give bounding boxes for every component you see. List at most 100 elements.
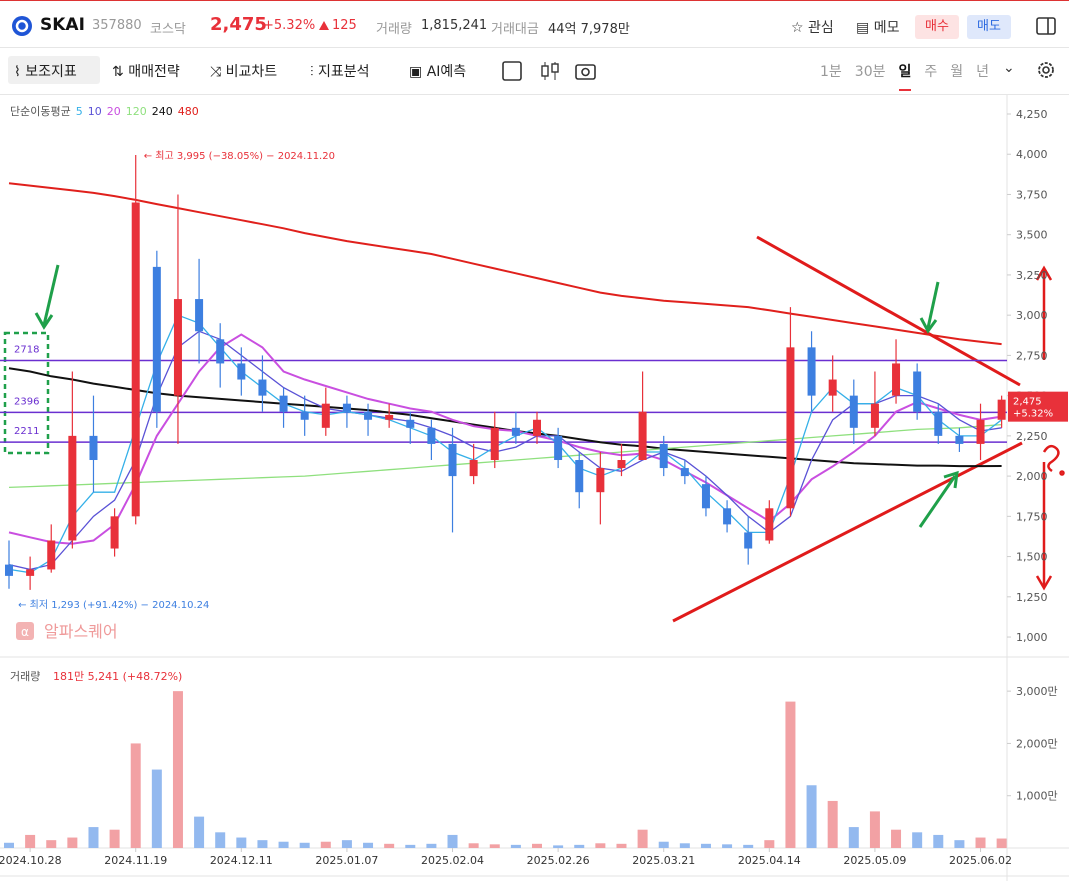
timeframe-dropdown[interactable]: ⌄ bbox=[1003, 60, 1015, 76]
candle-body bbox=[934, 411, 943, 436]
volume-bar bbox=[869, 811, 880, 848]
change-pct: +5.32% bbox=[263, 18, 316, 33]
buy-button[interactable]: 매수 bbox=[915, 15, 959, 39]
volume-bar bbox=[891, 829, 902, 848]
candle-body bbox=[68, 435, 77, 541]
memo-label[interactable]: 메모 bbox=[873, 20, 900, 36]
logo bbox=[12, 16, 32, 36]
volume-bar bbox=[405, 844, 416, 848]
candle-body bbox=[5, 564, 13, 576]
price-tag-change: +5.32% bbox=[1013, 409, 1053, 420]
strategy-button[interactable]: ⇅ 매매전략 bbox=[112, 64, 180, 80]
volume-bar bbox=[257, 840, 268, 848]
market: 코스닥 bbox=[150, 22, 186, 37]
volume-bar bbox=[933, 834, 944, 848]
indicator-button[interactable]: ⌇ 보조지표 bbox=[14, 64, 77, 80]
y-tick-label: 1,750 bbox=[1016, 510, 1048, 523]
timeframe[interactable]: 주 bbox=[924, 64, 938, 80]
y-tick-label: 3,000만 bbox=[1016, 685, 1058, 698]
candle-body bbox=[490, 427, 499, 461]
legend-entry: 240 bbox=[151, 105, 173, 118]
timeframe[interactable]: 월 bbox=[950, 64, 964, 80]
volume-bar bbox=[151, 769, 162, 848]
timeframe[interactable]: 1분 bbox=[820, 64, 842, 80]
high-label: ← 최고 3,995 (−38.05%) − 2024.11.20 bbox=[144, 150, 335, 162]
tool-icons[interactable] bbox=[502, 60, 602, 82]
ma-line bbox=[8, 333, 1002, 545]
volume-bar bbox=[46, 840, 57, 848]
green-arrows bbox=[34, 264, 959, 528]
stock-name: SKAI bbox=[40, 15, 85, 35]
level-label: 2718 bbox=[14, 345, 39, 356]
ma-line bbox=[8, 423, 1002, 489]
watch-button[interactable]: ☆ 관심 bbox=[791, 20, 834, 36]
candle-body bbox=[786, 347, 795, 509]
red-arrows bbox=[1035, 265, 1065, 591]
watermark: α 알파스퀘어 bbox=[16, 622, 118, 641]
legend-entry: 480 bbox=[177, 105, 199, 118]
volume-bar bbox=[341, 840, 352, 848]
toolbar-item[interactable]: 비교차트 bbox=[225, 64, 278, 80]
timeframe[interactable]: 30분 bbox=[854, 64, 886, 80]
y-tick-label: 2,250 bbox=[1016, 430, 1048, 443]
amount: 44억 7,978만 bbox=[548, 22, 630, 37]
settings[interactable] bbox=[1036, 60, 1056, 80]
x-tick-label: 2025.06.02 bbox=[949, 854, 1012, 867]
candle-body bbox=[870, 403, 879, 428]
candle-body bbox=[701, 484, 710, 509]
toolbar-item[interactable]: 지표분석 bbox=[317, 64, 370, 80]
level-label: 2211 bbox=[14, 426, 39, 437]
volume-bar bbox=[827, 800, 838, 848]
candle-body bbox=[828, 379, 837, 396]
ai-button[interactable]: ▣ AI예측 bbox=[409, 64, 467, 80]
x-tick-label: 2025.02.04 bbox=[421, 854, 484, 867]
ma-label: 단순이동평균 bbox=[10, 105, 71, 118]
volume-bar bbox=[700, 843, 711, 848]
x-tick-label: 2025.03.21 bbox=[632, 854, 695, 867]
volume-bar bbox=[912, 832, 923, 848]
timeframe[interactable]: 일 bbox=[898, 64, 912, 91]
indicator-button-bg[interactable] bbox=[8, 56, 100, 84]
candle-body bbox=[511, 427, 520, 436]
panel-toggle[interactable] bbox=[1036, 17, 1056, 35]
volume-bar bbox=[172, 691, 183, 848]
y-tick-label: 3,250 bbox=[1016, 269, 1048, 282]
candle-body bbox=[385, 414, 394, 420]
candle-body bbox=[448, 443, 457, 477]
volume-bar bbox=[130, 743, 141, 848]
volume-bar bbox=[447, 834, 458, 848]
memo-button[interactable]: ▤ 메모 bbox=[856, 20, 900, 36]
toolbar-item[interactable]: AI예측 bbox=[426, 64, 467, 80]
volume-bar bbox=[553, 845, 564, 848]
volume-bar bbox=[975, 837, 986, 848]
watch-label[interactable]: 관심 bbox=[808, 20, 834, 36]
compare-button[interactable]: ⤨ 비교차트 bbox=[210, 64, 278, 80]
candle-body bbox=[216, 339, 225, 364]
candle-body bbox=[406, 419, 415, 428]
timeframes: 1분 30분 일 주 월 년 bbox=[820, 61, 1002, 91]
volume: 1,815,241 bbox=[421, 18, 488, 33]
y-tick-label: 1,250 bbox=[1016, 591, 1048, 604]
volume-bar bbox=[637, 829, 648, 848]
volume-bar bbox=[320, 841, 331, 848]
analysis-button[interactable]: ⫶ 지표분석 bbox=[310, 64, 370, 80]
sell-button[interactable]: 매도 bbox=[967, 15, 1011, 39]
candle-body bbox=[680, 468, 689, 477]
candle-body bbox=[300, 411, 309, 420]
candle-body bbox=[110, 516, 119, 549]
volume-bar bbox=[215, 832, 226, 848]
candle-body bbox=[723, 508, 732, 525]
toolbar-item[interactable]: 매매전략 bbox=[128, 64, 180, 80]
timeframe[interactable]: 년 bbox=[976, 64, 990, 80]
header: SKAI 357880 코스닥 2,475 +5.32% 125 거래량 1,8… bbox=[0, 0, 1069, 48]
volume-bar bbox=[468, 843, 479, 848]
candle-body bbox=[575, 460, 584, 493]
volume-bar bbox=[574, 844, 585, 848]
y-tick-label: 1,500 bbox=[1016, 551, 1048, 564]
y-tick-label: 2,000 bbox=[1016, 470, 1048, 483]
toolbar-item[interactable]: 보조지표 bbox=[25, 64, 77, 80]
volume-bar bbox=[384, 843, 395, 848]
volume-label: 거래량 bbox=[376, 22, 412, 37]
price: 2,475 bbox=[210, 14, 267, 35]
